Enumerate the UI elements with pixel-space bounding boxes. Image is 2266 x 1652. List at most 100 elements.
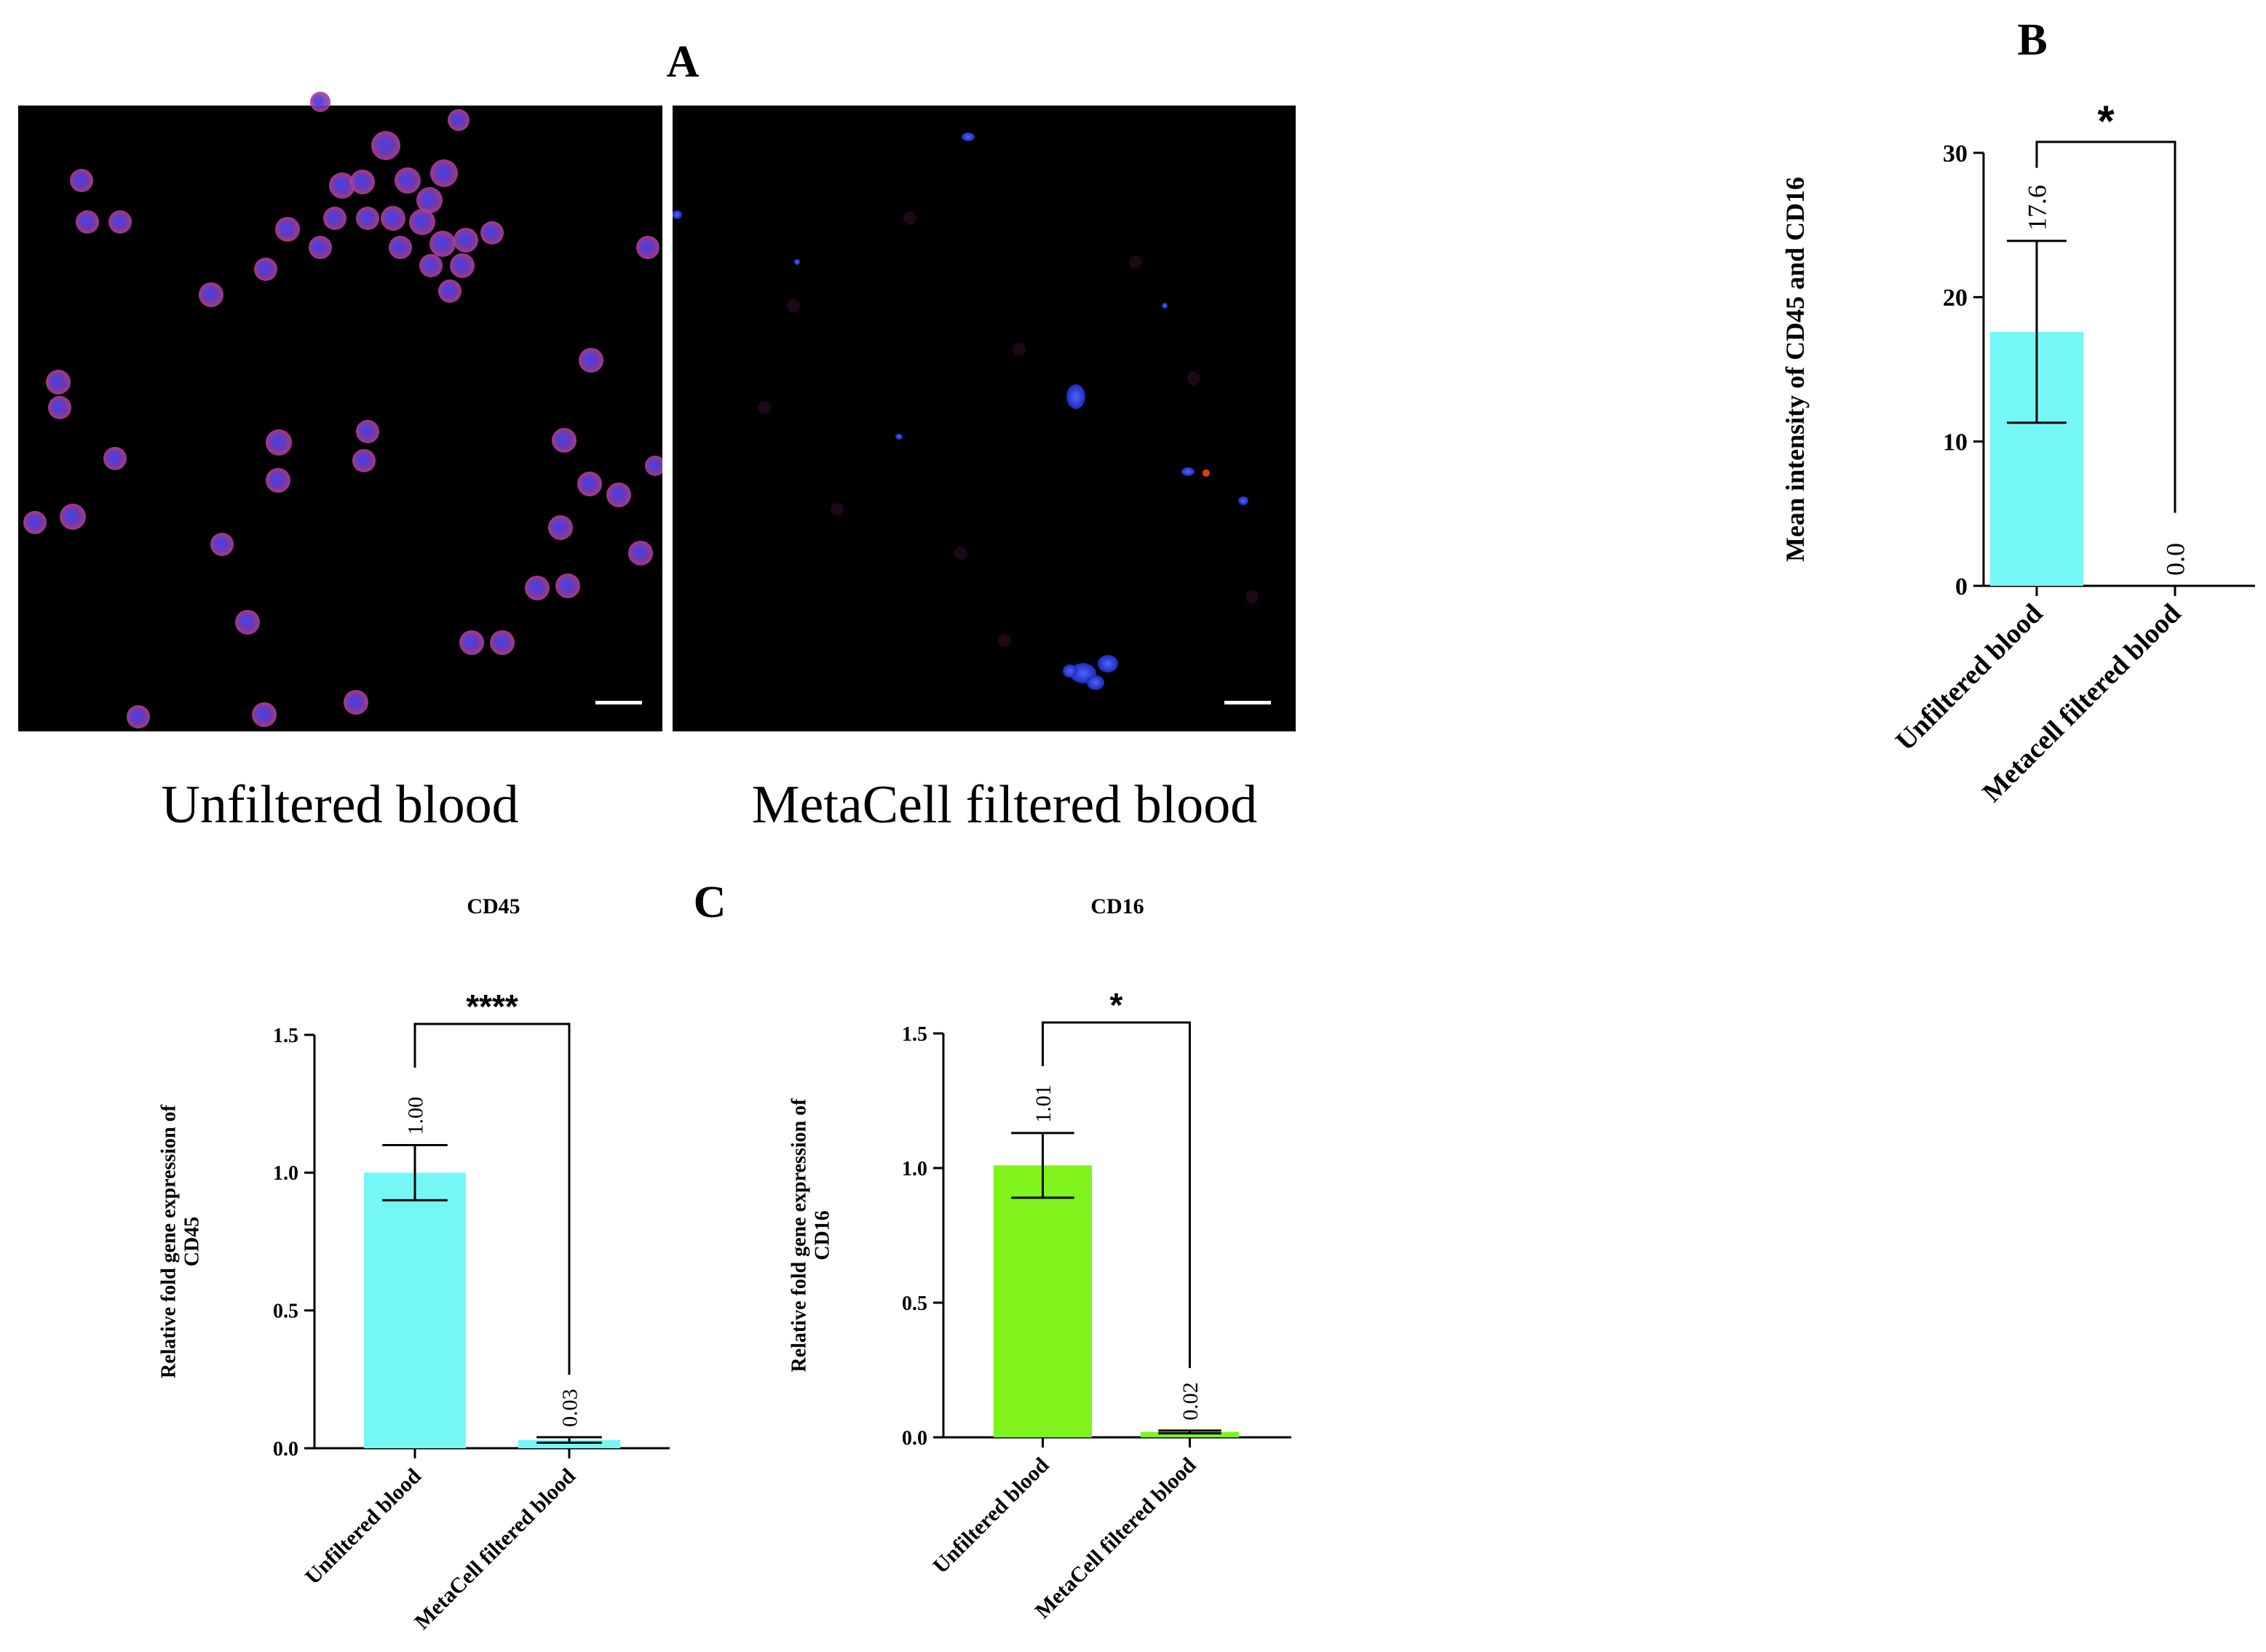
panel-letter-b: B xyxy=(2017,15,2047,65)
category-label: Unfiltered blood xyxy=(1890,598,2048,757)
cell-unfiltered xyxy=(395,167,421,194)
faint-debris xyxy=(831,503,844,516)
cell-unfiltered xyxy=(628,541,653,565)
micrograph-unfiltered xyxy=(18,92,665,731)
y-tick-label: 0 xyxy=(1955,573,1968,600)
nucleus-filtered xyxy=(1066,384,1085,409)
cell-unfiltered xyxy=(48,396,71,419)
cell-unfiltered xyxy=(356,207,379,230)
chart-title: CD45 xyxy=(467,894,520,918)
red-signal-filtered xyxy=(1203,469,1210,477)
cell-unfiltered xyxy=(344,690,368,715)
faint-debris xyxy=(1013,343,1026,356)
scale-bar-filtered xyxy=(1224,701,1271,704)
nucleus-filtered xyxy=(895,434,903,440)
chart-title: CD16 xyxy=(1090,894,1144,918)
nucleus-filtered xyxy=(962,132,975,141)
cell-unfiltered xyxy=(459,630,484,655)
panel-letter-a: A xyxy=(667,37,700,87)
micrograph-caption-filtered: MetaCell filtered blood xyxy=(752,775,1258,835)
data-label: 17.6 xyxy=(2023,185,2052,231)
y-tick-label: 1.0 xyxy=(273,1162,298,1185)
cells-layer-unfiltered xyxy=(23,92,665,728)
y-tick-label: 0.5 xyxy=(273,1300,298,1322)
data-label: 1.01 xyxy=(1031,1084,1055,1123)
cell-unfiltered xyxy=(252,702,277,727)
cell-unfiltered xyxy=(46,370,71,394)
cells-layer-filtered xyxy=(672,132,1259,690)
nucleus-filtered xyxy=(1238,496,1248,505)
cell-unfiltered xyxy=(448,109,470,131)
nucleus-filtered xyxy=(1181,467,1195,476)
significance-bracket xyxy=(413,1022,571,1375)
faint-debris xyxy=(758,401,771,414)
data-label: 0.02 xyxy=(1178,1382,1203,1421)
cell-unfiltered xyxy=(579,348,603,373)
cell-unfiltered xyxy=(552,428,577,453)
bar xyxy=(518,1439,620,1448)
cell-unfiltered xyxy=(409,209,435,235)
faint-debris xyxy=(1187,372,1200,385)
nucleus-filtered xyxy=(672,210,682,219)
faint-debris xyxy=(1245,590,1259,603)
cell-unfiltered xyxy=(309,236,332,259)
significance-label: * xyxy=(2097,97,2115,146)
cell-unfiltered xyxy=(70,169,93,192)
data-label: 0.0 xyxy=(2161,543,2190,576)
category-label: MetaCell filtered blood xyxy=(410,1464,580,1634)
nucleus-filtered xyxy=(794,259,800,265)
faint-debris xyxy=(1129,255,1142,269)
y-tick-label: 1.5 xyxy=(902,1023,927,1046)
cell-unfiltered xyxy=(389,236,412,259)
cell-unfiltered xyxy=(548,515,573,540)
y-axis-label: Relative fold gene expression ofCD45 xyxy=(157,1104,203,1378)
y-tick-label: 0.0 xyxy=(902,1427,927,1450)
y-tick-label: 0.0 xyxy=(273,1438,298,1461)
cell-unfiltered xyxy=(450,253,475,278)
cell-unfiltered xyxy=(210,533,234,556)
cell-unfiltered xyxy=(577,472,602,496)
y-tick-label: 20 xyxy=(1943,285,1968,311)
cell-unfiltered xyxy=(266,429,292,456)
faint-debris xyxy=(954,547,967,560)
cell-unfiltered xyxy=(416,187,443,213)
cell-unfiltered xyxy=(419,254,443,277)
data-label: 0.03 xyxy=(558,1389,582,1427)
y-tick-label: 1.0 xyxy=(902,1158,927,1180)
micrograph-filtered xyxy=(672,106,1296,731)
y-axis-label: Relative fold gene expression ofCD16 xyxy=(788,1098,833,1373)
cell-unfiltered xyxy=(371,131,400,160)
cell-unfiltered xyxy=(199,282,223,307)
cell-unfiltered xyxy=(480,221,504,245)
category-label: Unfiltered blood xyxy=(301,1464,426,1589)
cell-unfiltered xyxy=(350,170,375,194)
cell-unfiltered xyxy=(275,217,300,242)
chart-b-mean-intensity: 0 10 20 30 Mean intensity of CD45 and CD16 17… xyxy=(1780,97,2255,809)
nucleus-filtered xyxy=(1087,675,1104,690)
cell-unfiltered xyxy=(103,447,127,470)
cell-unfiltered xyxy=(606,483,631,507)
cell-unfiltered xyxy=(108,210,132,234)
cell-unfiltered xyxy=(490,630,515,655)
cell-unfiltered xyxy=(254,258,277,281)
nucleus-filtered xyxy=(1063,664,1077,678)
y-tick-label: 1.5 xyxy=(273,1025,298,1047)
bar xyxy=(994,1165,1092,1437)
faint-debris xyxy=(903,212,916,225)
panel-divider xyxy=(662,106,673,731)
cell-unfiltered xyxy=(525,576,550,600)
cell-unfiltered xyxy=(76,210,99,234)
data-label: 1.00 xyxy=(404,1097,428,1135)
cell-unfiltered xyxy=(329,172,355,199)
cell-unfiltered xyxy=(438,279,461,303)
cell-unfiltered xyxy=(356,420,379,443)
bar xyxy=(364,1172,466,1448)
micrograph-caption-unfiltered: Unfiltered blood xyxy=(161,775,518,835)
cell-unfiltered xyxy=(127,705,150,728)
cell-unfiltered xyxy=(429,231,456,257)
significance-bracket xyxy=(2035,140,2176,513)
y-tick-label: 30 xyxy=(1943,140,1968,167)
bar xyxy=(1141,1431,1239,1437)
cell-unfiltered xyxy=(323,207,346,230)
